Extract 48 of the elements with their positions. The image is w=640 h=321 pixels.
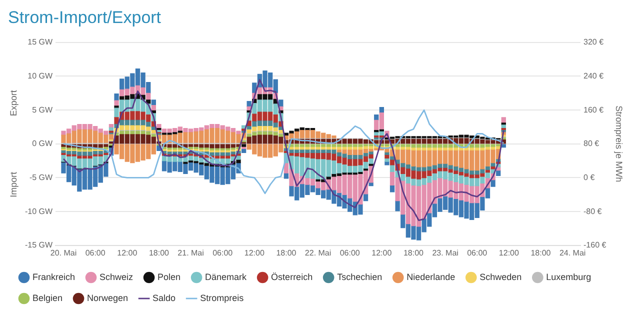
x-tick-label: 06:00 — [212, 248, 234, 258]
y2-tick-label: 160 € — [584, 105, 604, 114]
x-tick-label: 12:00 — [244, 248, 265, 258]
y2-tick-label: 0 € — [584, 172, 596, 182]
legend-label: Niederlande — [406, 272, 456, 282]
y-tick-label: 5 GW — [32, 105, 53, 114]
x-tick-label: 06:00 — [467, 248, 488, 258]
x-tick-label: 22. Mai — [304, 248, 332, 258]
y-tick-label: 10 GW — [28, 71, 53, 80]
x-tick-label: 18:00 — [276, 248, 297, 258]
x-tick-label: 18:00 — [148, 248, 170, 258]
x-tick-label: 06:00 — [340, 248, 360, 258]
y-tick-label: 0 GW — [32, 139, 53, 148]
x-tick-label: 12:00 — [372, 248, 392, 258]
x-tick-label: 23. Mai — [432, 248, 459, 258]
legend-label: Strompreis — [200, 292, 244, 303]
y-tick-label: 15 GW — [28, 38, 53, 47]
x-tick-label: 21. Mai — [178, 248, 204, 258]
y-tick-label: -10 GW — [24, 206, 54, 216]
x-tick-label: 06:00 — [85, 248, 106, 258]
legend-label: Saldo — [152, 292, 176, 303]
legend-label: Polen — [158, 272, 181, 282]
x-tick-label: 12:00 — [498, 248, 520, 258]
y2-tick-label: -160 € — [584, 240, 607, 250]
text: Import — [8, 171, 18, 198]
y2-tick-label: -80 € — [584, 206, 602, 216]
y-tick-label: -15 GW — [24, 240, 54, 250]
x-tick-label: 18:00 — [530, 248, 552, 258]
chart-title: Strom-Import/Export — [8, 8, 162, 27]
legend-label: Schweiz — [100, 272, 134, 282]
text: Export — [8, 90, 18, 116]
legend-label: Belgien — [32, 292, 63, 303]
legend-label: Dänemark — [205, 272, 248, 282]
x-tick-label: 24. Mai — [559, 248, 586, 258]
y2-axis-title: Strompreis je MWh — [614, 106, 624, 182]
y2-tick-label: 240 € — [584, 71, 604, 80]
legend-label: Österreich — [271, 272, 313, 282]
y2-tick-label: 320 € — [584, 38, 604, 47]
x-tick-label: 20. Mai — [50, 248, 77, 258]
x-tick-label: 18:00 — [403, 248, 424, 258]
legend-label: Norwegen — [87, 292, 128, 303]
legend-label: Schweden — [480, 272, 522, 282]
legend-label: Frankreich — [32, 272, 76, 282]
y2-tick-label: 80 € — [584, 139, 600, 148]
y-tick-label: -5 GW — [29, 172, 54, 182]
x-tick-label: 12:00 — [117, 248, 138, 258]
legend-label: Tschechien — [337, 272, 382, 282]
legend-label: Luxemburg — [546, 272, 592, 282]
